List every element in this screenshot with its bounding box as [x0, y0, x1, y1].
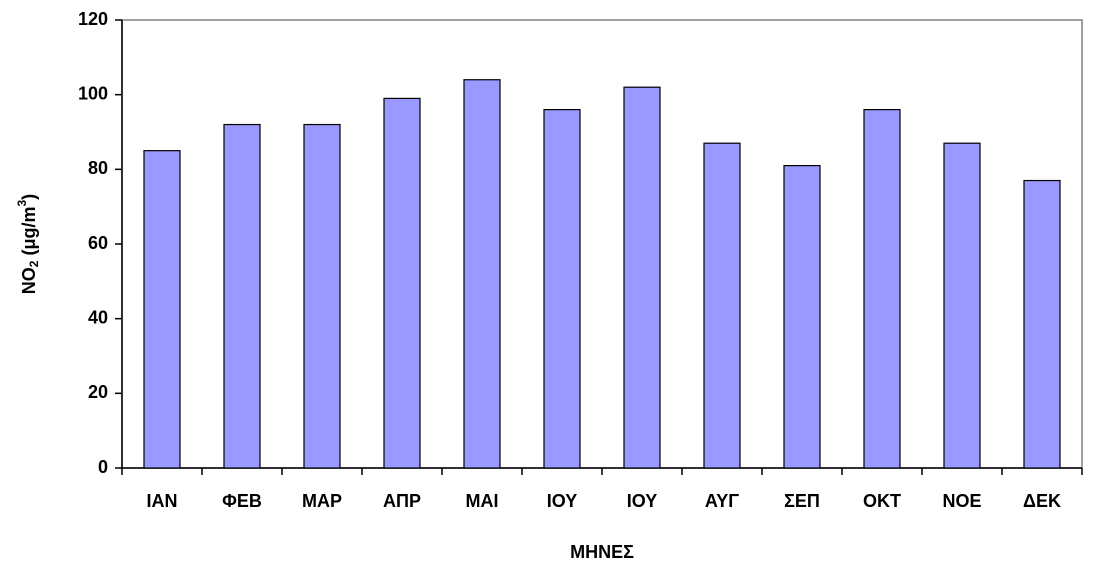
x-tick-label: ΦΕΒ: [222, 491, 262, 511]
y-tick-label: 80: [88, 158, 108, 178]
y-label-sup: 3: [15, 199, 29, 206]
y-tick-label: 120: [78, 9, 108, 29]
bar: [383, 97, 421, 469]
x-tick-label: ΙΟΥ: [627, 491, 658, 511]
bar: [623, 86, 661, 469]
x-tick-label: ΑΠΡ: [383, 491, 421, 511]
bar: [1023, 179, 1061, 469]
plot-border: [121, 19, 1083, 469]
y-label-part: (μg/m: [19, 206, 39, 260]
y-tick-label: 100: [78, 83, 108, 103]
x-tick-label: ΝΟΕ: [942, 491, 981, 511]
y-label-part: ): [19, 194, 39, 200]
bar: [463, 79, 501, 469]
bar: [703, 142, 741, 469]
x-tick-label: ΙΟΥ: [547, 491, 578, 511]
y-axis-label: NO2 (μg/m3): [15, 194, 41, 294]
x-tick-label: ΙΑΝ: [147, 491, 178, 511]
bar: [143, 150, 181, 469]
bar: [783, 165, 821, 469]
y-label-part: NO: [19, 267, 39, 294]
bar: [223, 123, 261, 469]
x-tick-label: ΑΥΓ: [705, 491, 739, 511]
y-tick-label: 40: [88, 307, 108, 327]
bar: [303, 123, 341, 469]
x-tick-label: ΜΑΡ: [302, 491, 342, 511]
bar: [863, 108, 901, 469]
x-axis-label: ΜΗΝΕΣ: [570, 542, 634, 562]
y-tick-label: 0: [98, 457, 108, 477]
bar: [943, 142, 981, 469]
y-label-sub: 2: [27, 260, 41, 267]
x-tick-label: ΜΑΙ: [466, 491, 499, 511]
y-tick-label: 60: [88, 233, 108, 253]
x-tick-label: ΣΕΠ: [784, 491, 820, 511]
x-tick-label: ΟΚΤ: [863, 491, 901, 511]
bar: [543, 108, 581, 469]
y-tick-label: 20: [88, 382, 108, 402]
x-tick-label: ΔΕΚ: [1023, 491, 1061, 511]
